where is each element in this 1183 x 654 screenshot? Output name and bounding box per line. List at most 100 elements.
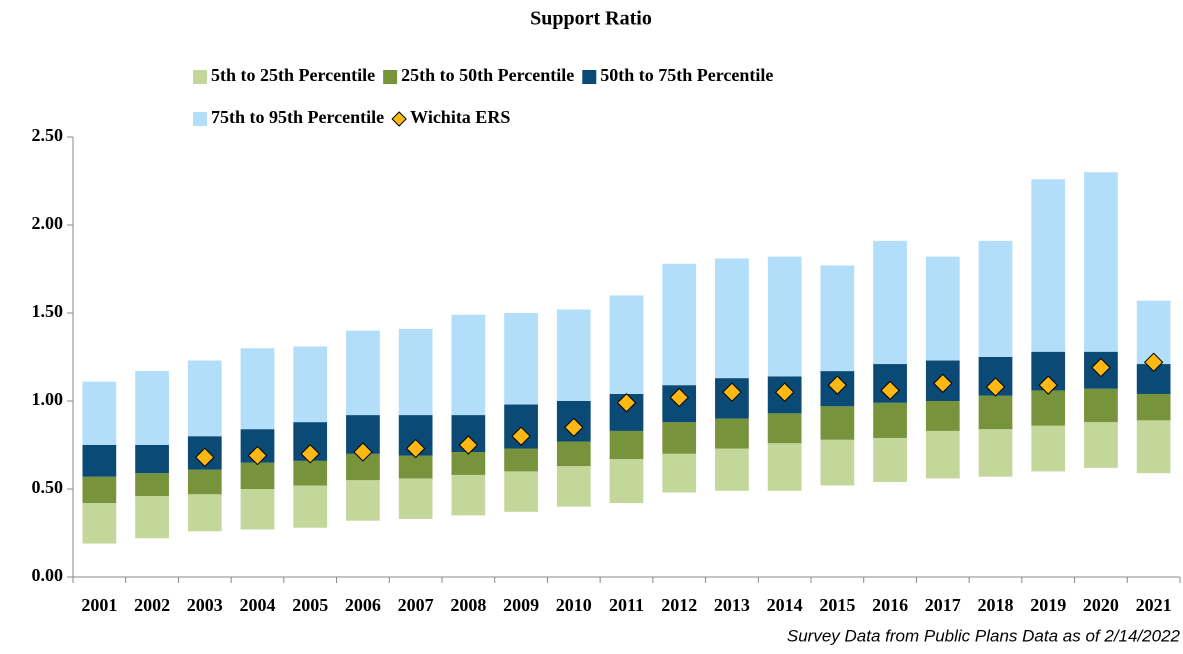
bar-segment xyxy=(346,480,380,521)
bar-segment xyxy=(715,448,749,491)
bar-base xyxy=(715,491,749,577)
x-tick-label: 2018 xyxy=(978,595,1014,615)
marker xyxy=(405,438,426,459)
bar-base xyxy=(82,544,116,577)
x-tick-label: 2019 xyxy=(1030,595,1066,615)
bar-segment xyxy=(451,452,486,475)
bar-segment xyxy=(662,263,697,386)
x-tick-label: 2008 xyxy=(450,595,486,615)
note: Survey Data from Public Plans Data as of… xyxy=(787,626,1181,645)
bar-segment xyxy=(556,466,591,507)
bar-base xyxy=(662,493,696,577)
bar-segment xyxy=(1084,388,1118,423)
bar-base xyxy=(1137,473,1171,577)
marker xyxy=(774,382,795,402)
bar-base xyxy=(557,507,591,577)
bar-base xyxy=(610,503,644,577)
bar-segment xyxy=(398,328,433,416)
x-tick-label: 2002 xyxy=(134,595,170,615)
bar-segment xyxy=(873,240,907,365)
x-tick-label: 2017 xyxy=(925,595,961,615)
bar-segment xyxy=(135,496,169,539)
bar-segment xyxy=(978,395,1013,430)
legend-label: Wichita ERS xyxy=(410,107,510,127)
marker xyxy=(353,442,373,462)
bar-segment xyxy=(240,348,275,430)
bar-base xyxy=(135,538,169,577)
bar-segment xyxy=(187,360,222,437)
y-tick-label: 1.50 xyxy=(32,301,64,321)
y-tick-label: 1.00 xyxy=(32,389,64,409)
marker xyxy=(195,447,215,468)
bar-segment xyxy=(609,430,644,460)
bar-base xyxy=(1084,468,1118,577)
x-tick-label: 2020 xyxy=(1083,595,1119,615)
x-tick-label: 2021 xyxy=(1136,595,1172,615)
bar-segment xyxy=(1136,393,1171,421)
bar-segment xyxy=(609,459,644,504)
marker xyxy=(933,373,953,394)
bar-base xyxy=(979,477,1013,577)
bar-base xyxy=(188,531,222,577)
bar-segment xyxy=(662,422,697,454)
marker xyxy=(511,426,531,446)
bar-segment xyxy=(1136,420,1171,474)
bar-segment xyxy=(293,460,328,486)
bar-segment xyxy=(293,346,328,423)
bar-base xyxy=(504,512,538,577)
marker xyxy=(616,393,637,413)
marker xyxy=(1143,352,1164,372)
bar-segment xyxy=(820,265,855,372)
legend-swatch xyxy=(193,70,207,84)
bar-base xyxy=(399,519,433,577)
bar-base xyxy=(293,528,327,577)
legend-marker xyxy=(391,111,407,127)
bar-segment xyxy=(662,453,697,493)
bar-segment xyxy=(187,469,222,495)
bar-segment xyxy=(820,406,855,440)
bar-segment xyxy=(609,295,644,394)
legend-label: 25th to 50th Percentile xyxy=(401,65,574,85)
legend-label: 5th to 25th Percentile xyxy=(211,65,375,85)
marker xyxy=(1091,357,1111,378)
legend-label: 50th to 75th Percentile xyxy=(600,65,773,85)
y-tick-label: 0.00 xyxy=(32,565,64,585)
x-tick-label: 2005 xyxy=(292,595,328,615)
legend-swatch xyxy=(582,70,597,84)
legend-swatch xyxy=(193,112,207,126)
bar-segment xyxy=(82,381,117,445)
bar-segment xyxy=(82,503,117,544)
bar-segment xyxy=(978,429,1013,477)
marker xyxy=(1038,375,1058,395)
marker xyxy=(880,380,900,401)
marker xyxy=(300,444,320,464)
bar-segment xyxy=(187,494,222,532)
bar-base xyxy=(873,482,907,577)
bar-segment xyxy=(925,430,960,479)
bar-segment xyxy=(82,476,117,504)
bar-segment xyxy=(556,309,591,401)
bar-segment xyxy=(820,439,855,486)
bar-segment xyxy=(240,462,275,489)
bar-base xyxy=(1031,471,1065,577)
bar-base xyxy=(768,491,802,577)
bar-base xyxy=(241,529,275,577)
x-tick-label: 2015 xyxy=(819,595,855,615)
bar-segment xyxy=(1031,179,1066,352)
y-tick-label: 2.00 xyxy=(32,213,64,233)
chart-title: Support Ratio xyxy=(530,8,652,30)
bar-segment xyxy=(715,418,749,449)
bar-segment xyxy=(873,402,907,438)
bar-segment xyxy=(135,371,169,445)
bar-segment xyxy=(767,256,802,377)
bar-segment xyxy=(451,474,486,516)
bar-segment xyxy=(925,256,960,361)
bar-segment xyxy=(451,314,486,416)
bar-segment xyxy=(398,455,433,479)
bar-segment xyxy=(240,489,275,530)
bar-segment xyxy=(346,330,380,416)
x-tick-label: 2011 xyxy=(609,595,644,615)
marker xyxy=(247,445,268,466)
